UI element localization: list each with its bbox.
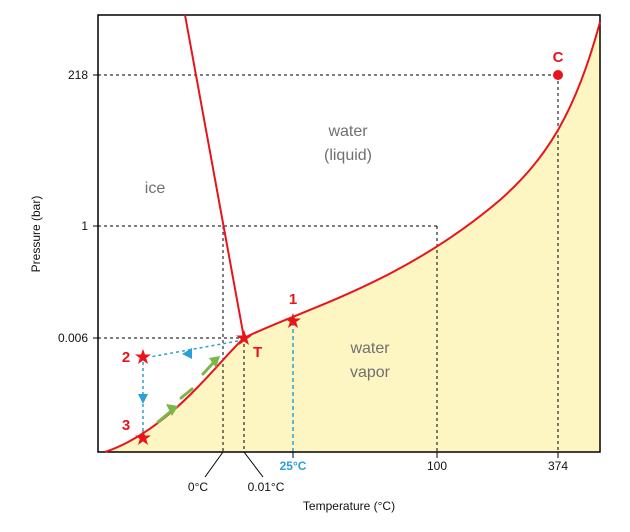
green-arrow-1 (166, 404, 178, 416)
green-arrow-2 (209, 356, 220, 368)
y-axis-title: Pressure (bar) (29, 196, 43, 273)
point-3-star (135, 430, 151, 445)
y-tick-label: 0.006 (58, 331, 88, 345)
x-tick-marks (204, 451, 559, 478)
point-1-star (285, 313, 301, 328)
x-tick-label: 374 (548, 459, 568, 473)
y-tick-label: 218 (68, 68, 88, 82)
blue-arrow-left (182, 348, 192, 359)
point-2-label: 2 (122, 349, 130, 366)
critical-point-label: C (553, 49, 564, 66)
region-water-label-line1: water (327, 123, 368, 140)
region-vapor-label-line2: vapor (350, 364, 391, 381)
vapor-region-fill (105, 22, 600, 452)
critical-point (553, 70, 563, 80)
triple-point-star (236, 330, 252, 345)
x-tick-label: 100 (427, 459, 447, 473)
blue-arrow-down (138, 394, 148, 404)
plot-frame (97, 14, 601, 453)
point-3-label: 3 (122, 417, 130, 434)
x-axis-title: Temperature (°C) (303, 499, 395, 513)
blue-path (142, 340, 239, 433)
x-tick-label: 0°C (188, 480, 208, 494)
point-2-star (135, 349, 151, 364)
green-path (156, 360, 216, 424)
region-vapor-label-line1: water (349, 340, 390, 357)
melting-curve (184, 14, 245, 339)
point-1-label: 1 (289, 291, 297, 308)
sublimation-vaporization-curve (104, 21, 601, 453)
triple-point-label: T (253, 344, 262, 361)
y-tick-marks (93, 74, 98, 339)
guide-lines (98, 74, 559, 452)
x-tick-label: 0.01°C (248, 480, 285, 494)
region-ice-label: ice (145, 180, 166, 197)
x-tick-label-highlighted: 25°C (280, 459, 307, 473)
region-water-label-line2: (liquid) (324, 147, 372, 164)
y-tick-label: 1 (81, 219, 88, 233)
